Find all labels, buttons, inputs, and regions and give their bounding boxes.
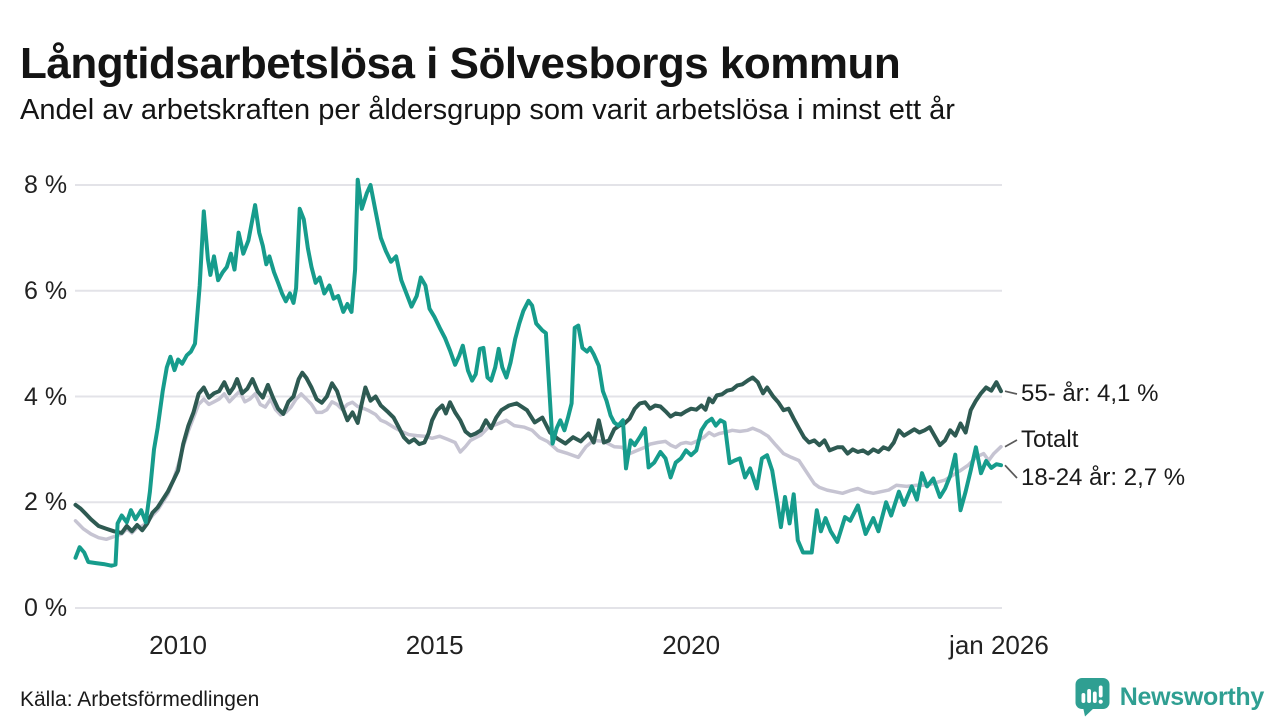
y-axis-tick-label: 6 % — [24, 276, 68, 305]
series-line-Totalt — [73, 389, 1003, 542]
annotation-leader-line — [1004, 464, 1018, 479]
series-label-18-24: 18-24 år: 2,7 % — [1021, 464, 1186, 491]
series-line-18-24-r — [73, 177, 1003, 568]
newsworthy-logo-icon — [1074, 677, 1111, 717]
y-axis-tick-label: 0 % — [24, 594, 68, 622]
y-axis-tick-label: 2 % — [24, 488, 68, 517]
x-axis-tick-label: 2015 — [405, 630, 464, 660]
series-label-55-plus: 55- år: 4,1 % — [1021, 380, 1159, 407]
x-axis-tick-label: 2010 — [149, 630, 208, 660]
annotation-leader-line — [1004, 439, 1018, 448]
page-title: Långtidsarbetslösa i Sölvesborgs kommun — [20, 39, 901, 89]
page-subtitle: Andel av arbetskraften per åldersgrupp s… — [20, 94, 955, 126]
x-axis-tick-label: jan 2026 — [949, 630, 1049, 660]
brand: Newsworthy — [1074, 677, 1264, 717]
x-axis-tick-label: 2020 — [662, 630, 721, 660]
series-label-total: Totalt — [1021, 426, 1079, 453]
brand-name: Newsworthy — [1119, 682, 1265, 711]
source-note: Källa: Arbetsförmedlingen — [20, 688, 260, 711]
series-line-55-r — [73, 370, 1003, 535]
y-axis-tick-label: 8 % — [24, 171, 68, 199]
y-axis-tick-label: 4 % — [24, 382, 68, 411]
annotation-leader-line — [1004, 390, 1018, 395]
